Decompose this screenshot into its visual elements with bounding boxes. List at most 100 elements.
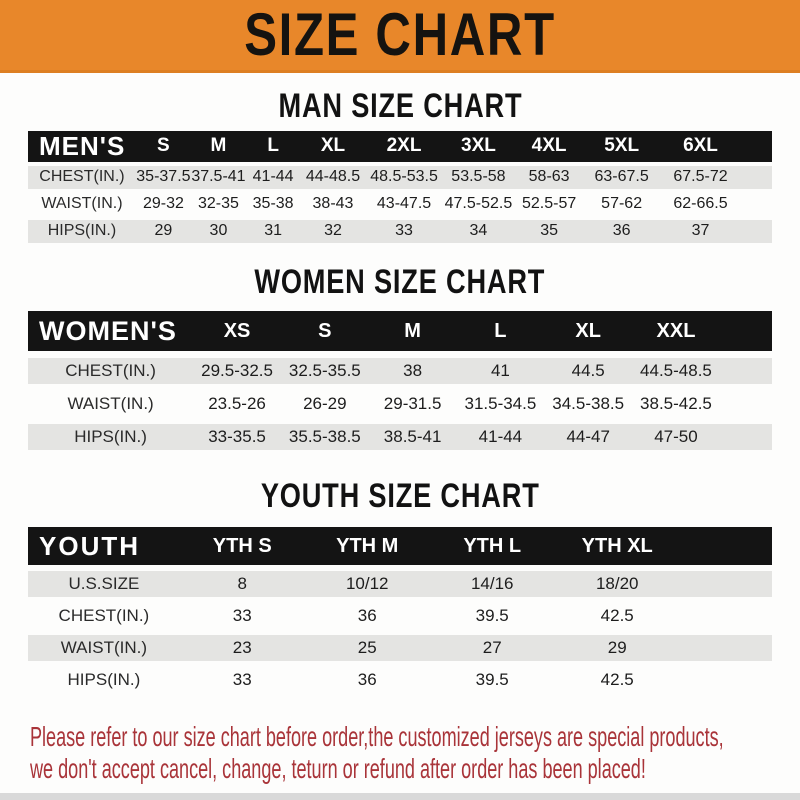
size-cell: 34.5-38.5 — [544, 391, 633, 418]
size-cell: 44.5 — [544, 358, 633, 385]
size-cell: 8 — [179, 571, 305, 598]
size-cell: 43-47.5 — [365, 192, 443, 216]
size-cell: 29-31.5 — [368, 391, 457, 418]
empty-cell — [741, 192, 772, 216]
section-heading-man: MAN SIZE CHART — [0, 73, 800, 127]
section-heading-women: WOMEN SIZE CHART — [0, 247, 800, 305]
table-row: WAIST(IN.) 29-32 32-35 35-38 38-43 43-47.5 47.… — [28, 192, 772, 216]
empty-cell — [719, 424, 772, 451]
size-cell: 41-44 — [456, 424, 545, 451]
size-cell: 32.5-35.5 — [280, 358, 369, 385]
size-column-header: M — [368, 311, 457, 352]
size-cell: 38-43 — [300, 192, 366, 216]
size-cell: 10/12 — [304, 571, 430, 598]
size-cell: 37.5-41 — [190, 165, 246, 189]
row-label: U.S.SIZE — [28, 571, 180, 598]
size-cell: 36 — [304, 603, 430, 630]
row-label: CHEST(IN.) — [28, 165, 136, 189]
size-cell: 47.5-52.5 — [442, 192, 515, 216]
size-column-header: XS — [193, 311, 281, 352]
size-cell: 23.5-26 — [193, 391, 281, 418]
size-column-header: 3XL — [442, 130, 515, 162]
size-column-header: S — [280, 311, 369, 352]
size-cell: 42.5 — [554, 603, 680, 630]
size-cell: 18/20 — [554, 571, 680, 598]
table-row: WAIST(IN.) 23.5-26 26-29 29-31.5 31.5-34.5 34… — [28, 391, 772, 418]
table-title: YOUTH — [28, 527, 180, 566]
size-column-header: YTH S — [179, 527, 305, 566]
size-cell: 38 — [368, 358, 457, 385]
table-row: WAIST(IN.) 23 25 27 29 — [28, 635, 772, 662]
men-size-table: MEN'S S M L XL 2XL 3XL 4XL 5XL 6XL CHEST(IN.) 35-37… — [28, 127, 772, 247]
row-label: CHEST(IN.) — [28, 358, 194, 385]
table-row: CHEST(IN.) 33 36 39.5 42.5 — [28, 603, 772, 630]
size-cell: 57-62 — [583, 192, 660, 216]
row-label: WAIST(IN.) — [28, 192, 136, 216]
size-cell: 52.5-57 — [514, 192, 584, 216]
row-label: HIPS(IN.) — [28, 667, 180, 694]
empty-cell — [719, 391, 772, 418]
size-cell: 36 — [583, 219, 660, 243]
size-cell: 31.5-34.5 — [456, 391, 545, 418]
table-row: HIPS(IN.) 29 30 31 32 33 34 35 36 37 — [28, 219, 772, 243]
size-cell: 35 — [514, 219, 584, 243]
size-cell: 41-44 — [245, 165, 301, 189]
size-cell: 30 — [190, 219, 246, 243]
size-cell: 38.5-42.5 — [632, 391, 720, 418]
size-column-header: XXL — [632, 311, 720, 352]
size-cell: 41 — [456, 358, 545, 385]
empty-cell — [679, 635, 772, 662]
size-column-header: XL — [544, 311, 633, 352]
size-cell: 39.5 — [429, 603, 555, 630]
size-column-header: L — [456, 311, 545, 352]
size-cell: 67.5-72 — [659, 165, 742, 189]
table-title: WOMEN'S — [28, 311, 194, 352]
empty-header-cell — [741, 130, 772, 162]
size-cell: 33 — [179, 667, 305, 694]
size-column-header: YTH L — [429, 527, 555, 566]
size-cell: 53.5-58 — [442, 165, 515, 189]
section-heading-youth: YOUTH SIZE CHART — [0, 457, 800, 521]
size-cell: 32-35 — [190, 192, 246, 216]
size-column-header: 6XL — [659, 130, 742, 162]
size-cell: 34 — [442, 219, 515, 243]
empty-cell — [741, 165, 772, 189]
youth-size-chart-heading: YOUTH SIZE CHART — [260, 477, 540, 516]
size-column-header: L — [245, 130, 301, 162]
size-cell: 25 — [304, 635, 430, 662]
size-cell: 63-67.5 — [583, 165, 660, 189]
women-size-chart-heading: WOMEN SIZE CHART — [254, 262, 546, 301]
row-label: WAIST(IN.) — [28, 635, 180, 662]
size-cell: 27 — [429, 635, 555, 662]
empty-cell — [679, 667, 772, 694]
size-cell: 35-38 — [245, 192, 301, 216]
women-size-table: WOMEN'S XS S M L XL XXL CHEST(IN.) 29.5-32.5 32.5… — [28, 304, 772, 457]
order-policy-note: Please refer to our size chart before or… — [30, 721, 800, 785]
man-size-chart-heading: MAN SIZE CHART — [278, 87, 522, 125]
size-cell: 33 — [365, 219, 443, 243]
empty-header-cell — [679, 527, 772, 566]
size-cell: 26-29 — [280, 391, 369, 418]
table-row: HIPS(IN.) 33 36 39.5 42.5 — [28, 667, 772, 694]
empty-cell — [679, 603, 772, 630]
size-cell: 62-66.5 — [659, 192, 742, 216]
order-policy-line-2: we don't accept cancel, change, teturn o… — [30, 753, 646, 785]
size-cell: 44-48.5 — [300, 165, 366, 189]
size-cell: 29 — [554, 635, 680, 662]
size-cell: 14/16 — [429, 571, 555, 598]
size-column-header: 5XL — [583, 130, 660, 162]
size-cell: 42.5 — [554, 667, 680, 694]
size-cell: 33 — [179, 603, 305, 630]
size-column-header: 2XL — [365, 130, 443, 162]
order-policy-line-1: Please refer to our size chart before or… — [30, 721, 724, 753]
youth-size-table: YOUTH YTH S YTH M YTH L YTH XL U.S.SIZE 8 10/12… — [28, 521, 772, 699]
size-column-header: YTH XL — [554, 527, 680, 566]
size-column-header: XL — [300, 130, 366, 162]
table-row: CHEST(IN.) 29.5-32.5 32.5-35.5 38 41 44.5 44.5… — [28, 358, 772, 385]
size-cell: 58-63 — [514, 165, 584, 189]
bottom-strip — [0, 793, 800, 800]
size-cell: 39.5 — [429, 667, 555, 694]
table-title: MEN'S — [28, 130, 136, 162]
size-cell: 47-50 — [632, 424, 720, 451]
table-row: CHEST(IN.) 35-37.5 37.5-41 41-44 44-48.5 48.5… — [28, 165, 772, 189]
